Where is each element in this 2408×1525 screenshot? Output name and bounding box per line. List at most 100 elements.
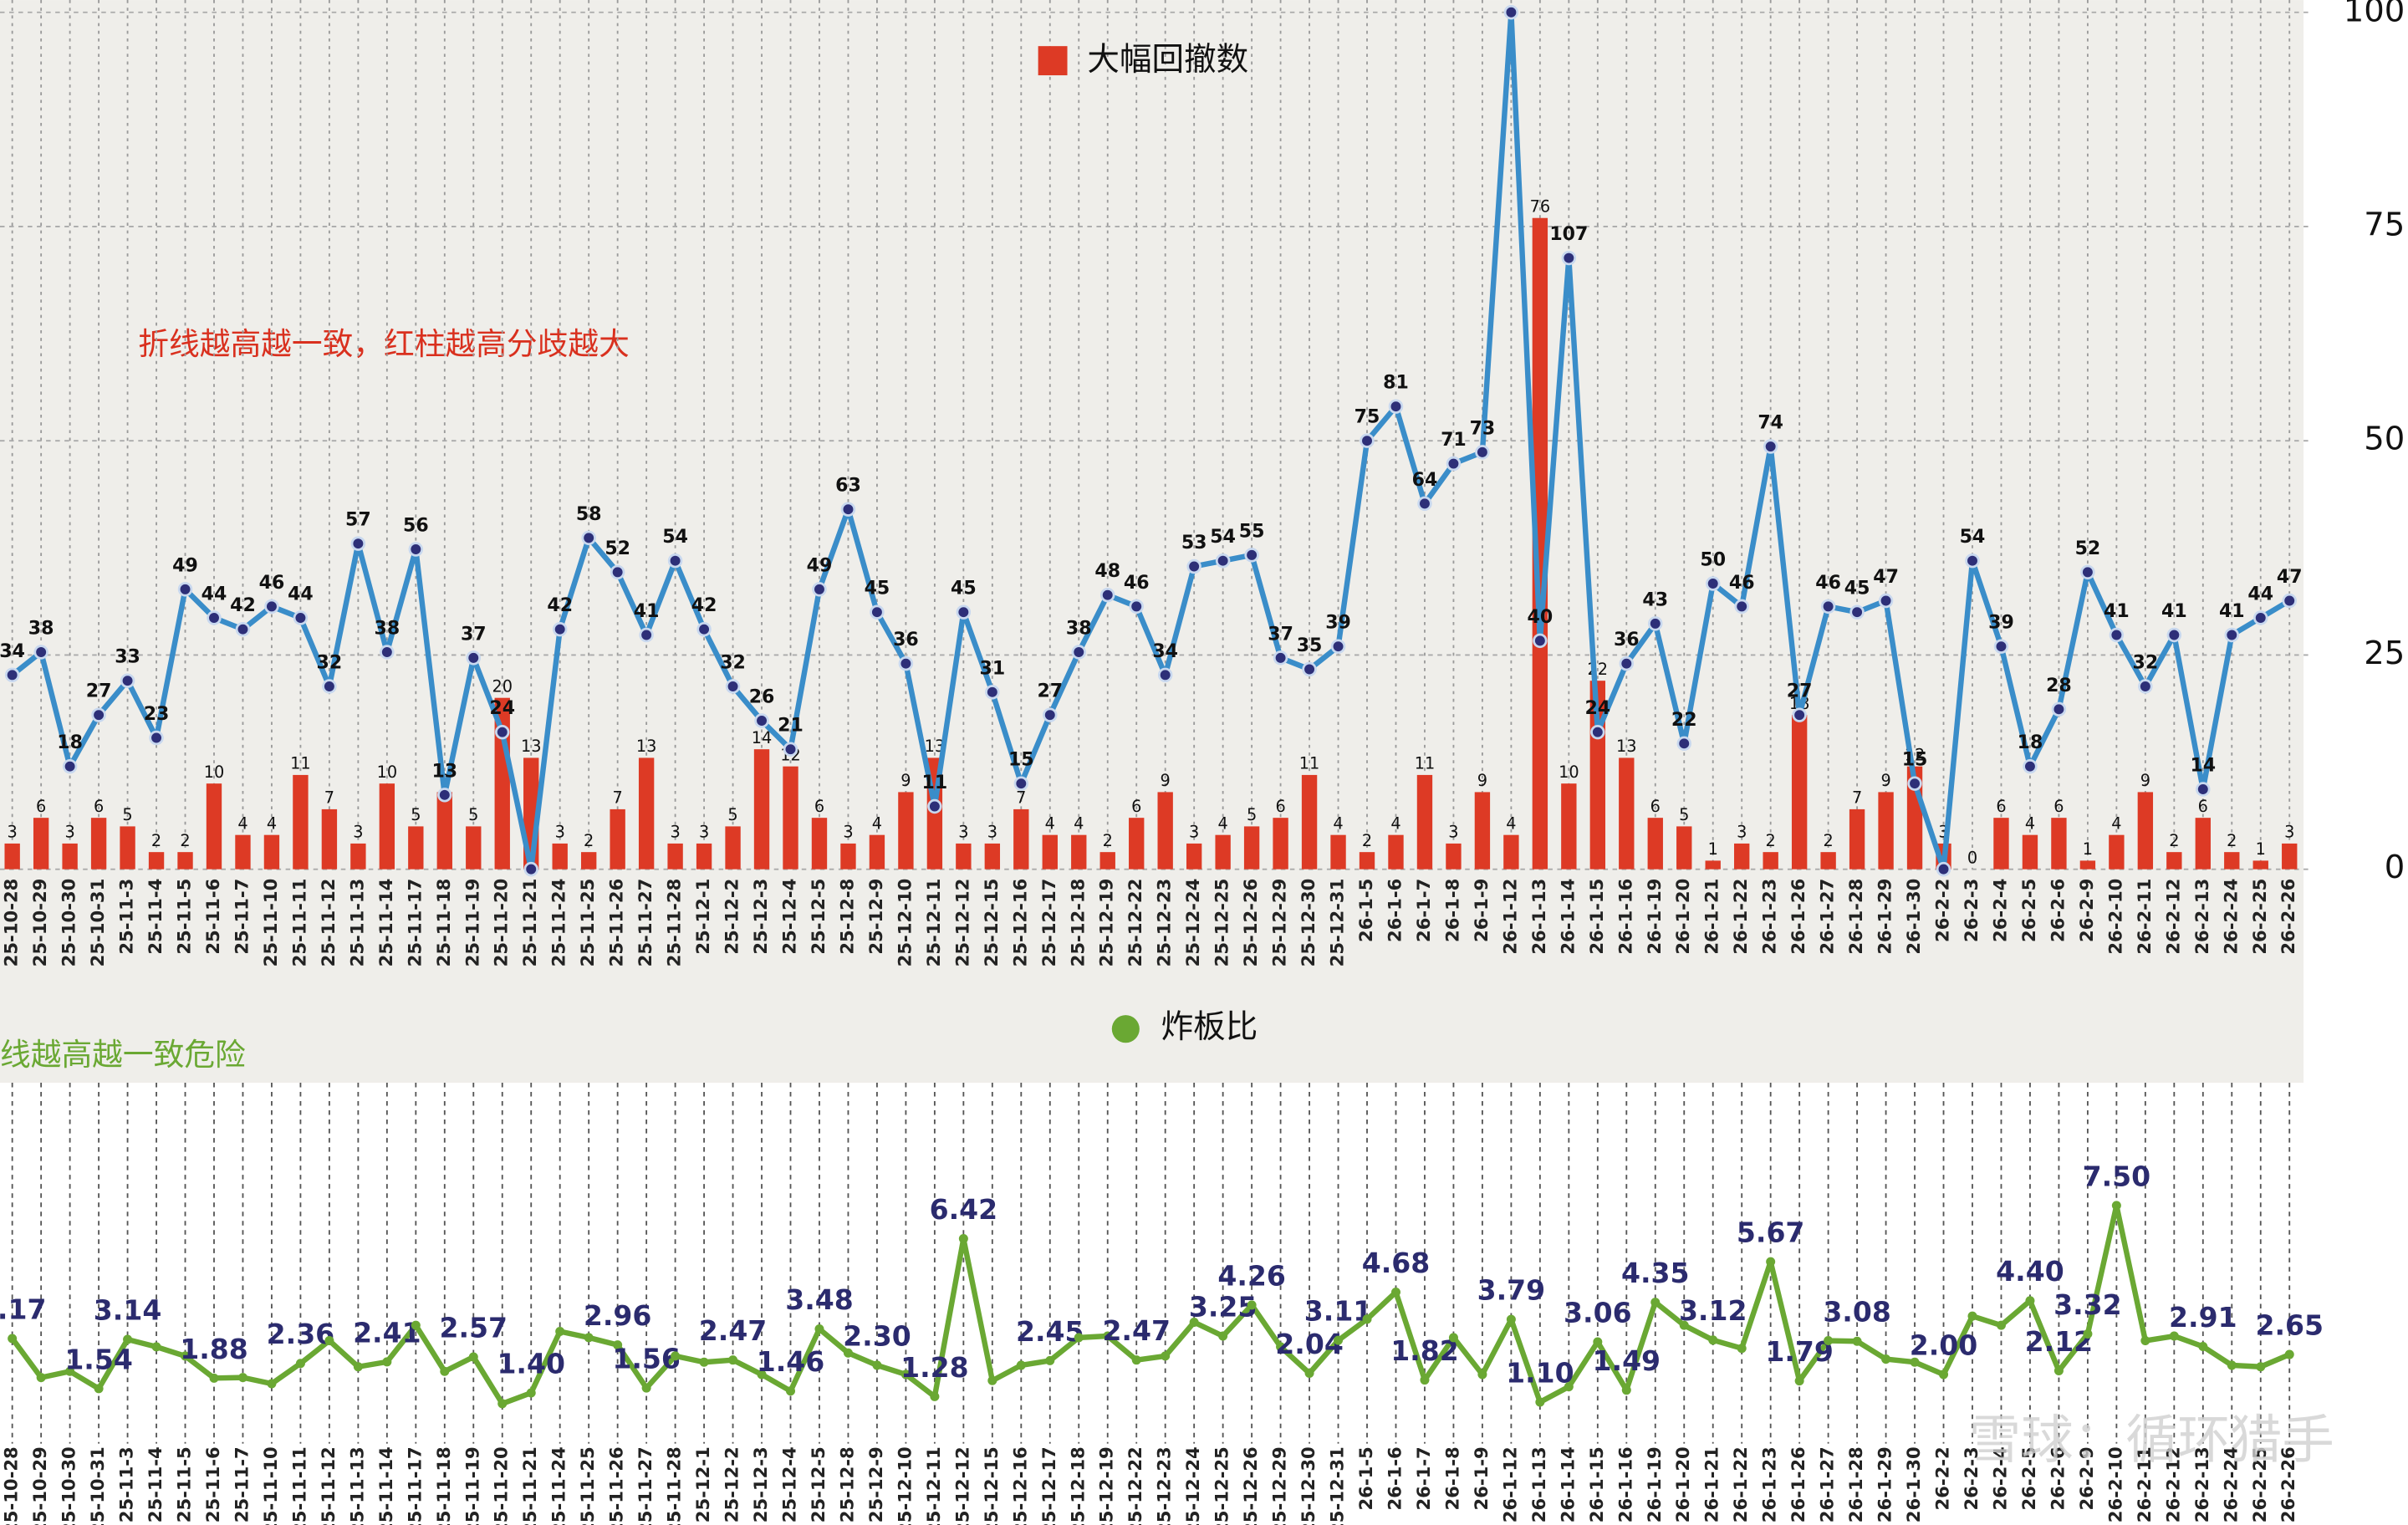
bar-value-label: 4 (2111, 814, 2121, 833)
line-marker (1273, 650, 1288, 666)
line-value-label: 53 (1181, 533, 1207, 553)
line-marker (1852, 1336, 1862, 1346)
line-marker (584, 1333, 594, 1343)
x-tick-label: 25-12-29 (1269, 879, 1290, 967)
line-marker (1619, 655, 1635, 671)
annotation: 折线越高越一致，红柱越高分歧越大 (138, 326, 630, 362)
bar (1099, 852, 1115, 870)
line-marker (783, 742, 798, 757)
line-value-label: 23 (144, 704, 170, 725)
bar (206, 783, 222, 870)
bar-value-label: 2 (1823, 831, 1833, 850)
bar (350, 843, 366, 870)
line-marker (65, 1366, 75, 1376)
x-tick-label: 25-10-30 (59, 879, 79, 967)
line-value-label: 1.88 (180, 1333, 248, 1365)
line-value-label: 38 (1066, 618, 1092, 639)
bar (1676, 826, 1692, 870)
line-value-label: 46 (1729, 573, 1755, 594)
line-value-label: 33 (115, 647, 140, 668)
line-marker (207, 610, 222, 625)
bar-value-label: 20 (492, 676, 513, 696)
bar (120, 826, 135, 870)
bar (1013, 808, 1029, 870)
x-tick-label: 25-12-25 (1212, 879, 1232, 967)
x-tick-label: 26-1-19 (1644, 879, 1665, 955)
bar-value-label: 4 (237, 814, 247, 833)
x-tick-label: 26-1-27 (1817, 1446, 1838, 1522)
x-tick-label: 26-1-19 (1644, 1446, 1665, 1522)
x-tick-label: 26-1-22 (1730, 879, 1751, 955)
line-marker (2025, 1296, 2035, 1306)
bar-value-label: 6 (36, 797, 46, 816)
line-value-label: 54 (1210, 527, 1236, 548)
x-tick-label: 26-2-4 (1989, 879, 2010, 942)
x-tick-label: 25-11-12 (318, 1446, 339, 1525)
line-value-label: 41 (634, 601, 660, 622)
line-marker (1939, 1369, 1949, 1380)
bar-value-label: 4 (2025, 814, 2035, 833)
x-tick-label: 25-12-12 (951, 879, 972, 967)
line-value-label: 34 (1152, 641, 1178, 662)
x-tick-label: 26-1-29 (1875, 879, 1895, 955)
line-value-label: 37 (461, 624, 487, 645)
line-value-label: 18 (2018, 732, 2043, 753)
x-tick-label: 25-12-15 (981, 1446, 1002, 1525)
x-tick-label: 25-10-28 (1, 879, 22, 967)
line-marker (1330, 639, 1346, 654)
bar-value-label: 6 (1131, 797, 1141, 816)
line-marker (1824, 1336, 1834, 1346)
bar-value-label: 3 (670, 823, 680, 842)
bar-value-label: 9 (900, 771, 911, 790)
line-marker (754, 713, 769, 728)
line-value-label: 1.40 (497, 1347, 565, 1380)
bar-value-label: 5 (468, 805, 478, 824)
bar (2137, 792, 2154, 870)
bar-value-label: 3 (958, 823, 968, 842)
line-marker (1417, 496, 1432, 512)
line-marker (1276, 1342, 1286, 1352)
line-value-label: 44 (2247, 584, 2273, 604)
line-marker (1792, 707, 1807, 722)
line-marker (123, 1334, 133, 1344)
bar (1820, 852, 1836, 870)
bar-value-label: 4 (1045, 814, 1055, 833)
x-tick-label: 26-1-5 (1355, 1446, 1376, 1510)
bar-value-label: 10 (1559, 762, 1579, 782)
y-tick-label: 50 (2364, 421, 2405, 458)
line-value-label: 49 (807, 555, 833, 576)
line-value-label: 3.32 (2053, 1288, 2122, 1321)
bar-value-label: 13 (925, 737, 946, 756)
line-value-label: 4.26 (1217, 1259, 1286, 1292)
line-marker (2198, 1342, 2208, 1352)
x-tick-label: 25-11-28 (664, 1446, 685, 1525)
line-marker (725, 679, 741, 694)
line-value-label: 36 (893, 630, 919, 650)
watermark: 雪球：循环猎手 (1969, 1410, 2334, 1471)
line-value-label: 47 (1873, 567, 1899, 588)
line-marker (1907, 776, 1922, 791)
bar (4, 843, 20, 870)
x-tick-label: 26-2-24 (2220, 1446, 2241, 1522)
x-tick-label: 26-1-15 (1586, 879, 1607, 955)
line-marker (1564, 1382, 1574, 1392)
x-tick-label: 25-12-22 (1125, 1446, 1145, 1525)
x-tick-label: 26-1-28 (1845, 879, 1866, 955)
bar-value-label: 5 (1247, 805, 1257, 824)
line-value-label: 64 (1412, 470, 1438, 491)
line-marker (1967, 1311, 1977, 1321)
x-tick-label: 25-12-2 (722, 879, 742, 955)
line-value-label: 2.47 (699, 1314, 768, 1347)
line-value-label: 14 (2190, 755, 2216, 776)
x-tick-label: 26-1-27 (1817, 879, 1838, 955)
line-marker (353, 1362, 363, 1372)
x-tick-label: 25-10-30 (59, 1446, 79, 1525)
x-tick-label: 25-12-5 (808, 1446, 829, 1522)
bar (1071, 834, 1087, 870)
line-marker (840, 502, 856, 517)
x-tick-label: 26-2-2 (1932, 879, 1953, 942)
line-marker (1448, 1333, 1458, 1343)
bar (2195, 818, 2211, 870)
line-marker (267, 1379, 277, 1389)
line-value-label: 44 (288, 584, 314, 604)
